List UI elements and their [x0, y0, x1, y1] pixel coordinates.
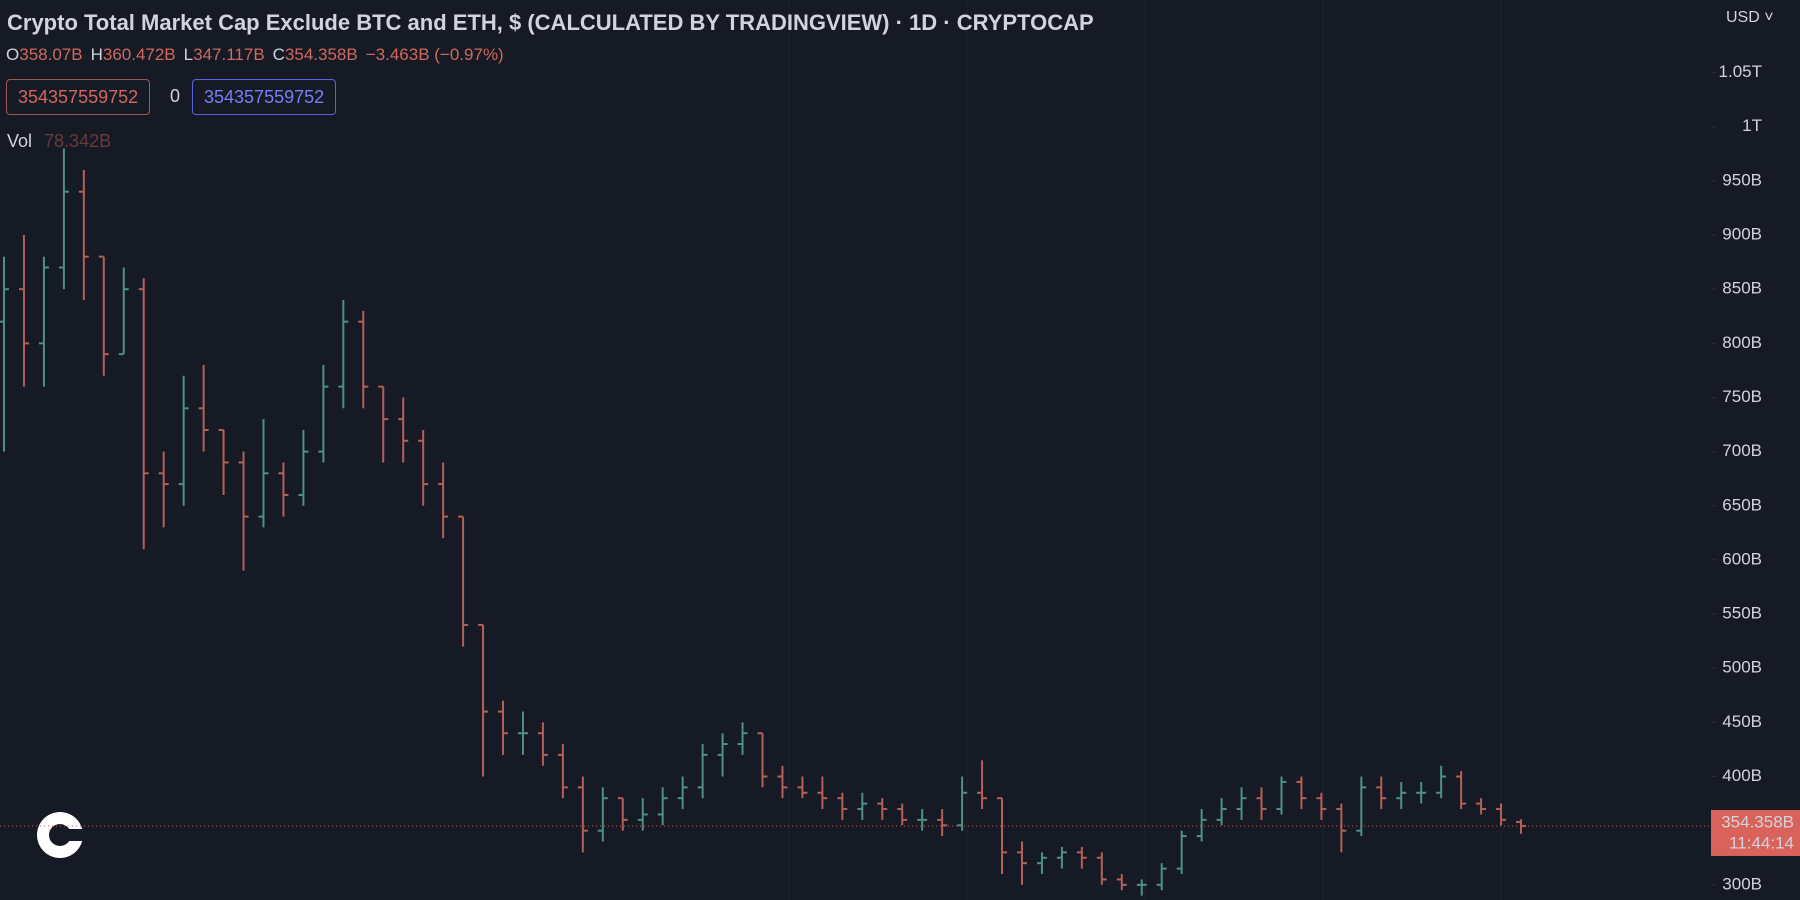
y-tick-label: 450B — [1722, 712, 1762, 731]
volume-legend: Vol 78.342B — [7, 131, 111, 152]
y-tick-label: 800B — [1722, 333, 1762, 352]
logo — [37, 812, 86, 858]
chart-title: Crypto Total Market Cap Exclude BTC and … — [7, 10, 1094, 35]
ohlc-legend: O358.07B H360.472B L347.117B C354.358B −3.46… — [6, 45, 512, 65]
y-tick-label: 650B — [1722, 495, 1762, 514]
y-tick-label: 500B — [1722, 658, 1762, 677]
currency: USD — [1726, 9, 1760, 26]
y-tick-label: 400B — [1722, 766, 1762, 785]
vertical-grid — [788, 0, 1502, 900]
volume-value: 78.342B — [44, 131, 112, 151]
logo-gap — [64, 829, 86, 841]
y-tick-label: 300B — [1722, 874, 1762, 893]
y-tick-label: 600B — [1722, 549, 1762, 568]
input-value: 0 — [170, 86, 181, 106]
input-box[interactable]: 354357559752 — [6, 79, 151, 115]
currency-selector[interactable]: USD ˅ — [1726, 9, 1774, 26]
volume-label: Vol — [7, 131, 33, 151]
legend-label: C — [272, 45, 285, 64]
legend-label: O — [6, 45, 20, 64]
input-box[interactable]: 354357559752 — [192, 79, 337, 115]
y-tick-label: 750B — [1722, 387, 1762, 406]
y-tick-label: 950B — [1722, 170, 1762, 189]
legend-label: H — [90, 45, 103, 64]
y-tick-label: 1.05T — [1719, 62, 1762, 81]
legend-value: 347.117B — [193, 45, 265, 64]
y-tick-label: 850B — [1722, 279, 1762, 298]
price-axis-bg — [1711, 0, 1800, 900]
y-tick-label: 700B — [1722, 441, 1762, 460]
y-tick-label: 550B — [1722, 604, 1762, 623]
y-tick-label: 1T — [1742, 116, 1762, 135]
price-label-box — [1711, 809, 1800, 856]
y-tick-label: 900B — [1722, 225, 1762, 244]
price-label: 354.358B — [1721, 812, 1794, 831]
legend-value: 354.358B — [284, 45, 358, 64]
countdown-label: 11:44:14 — [1729, 833, 1794, 852]
legend-value: 358.07B — [19, 45, 83, 64]
legend-value: 360.472B — [102, 45, 176, 64]
legend-change: −3.463B (−0.97%) — [365, 45, 504, 64]
legend-label: L — [183, 45, 194, 64]
